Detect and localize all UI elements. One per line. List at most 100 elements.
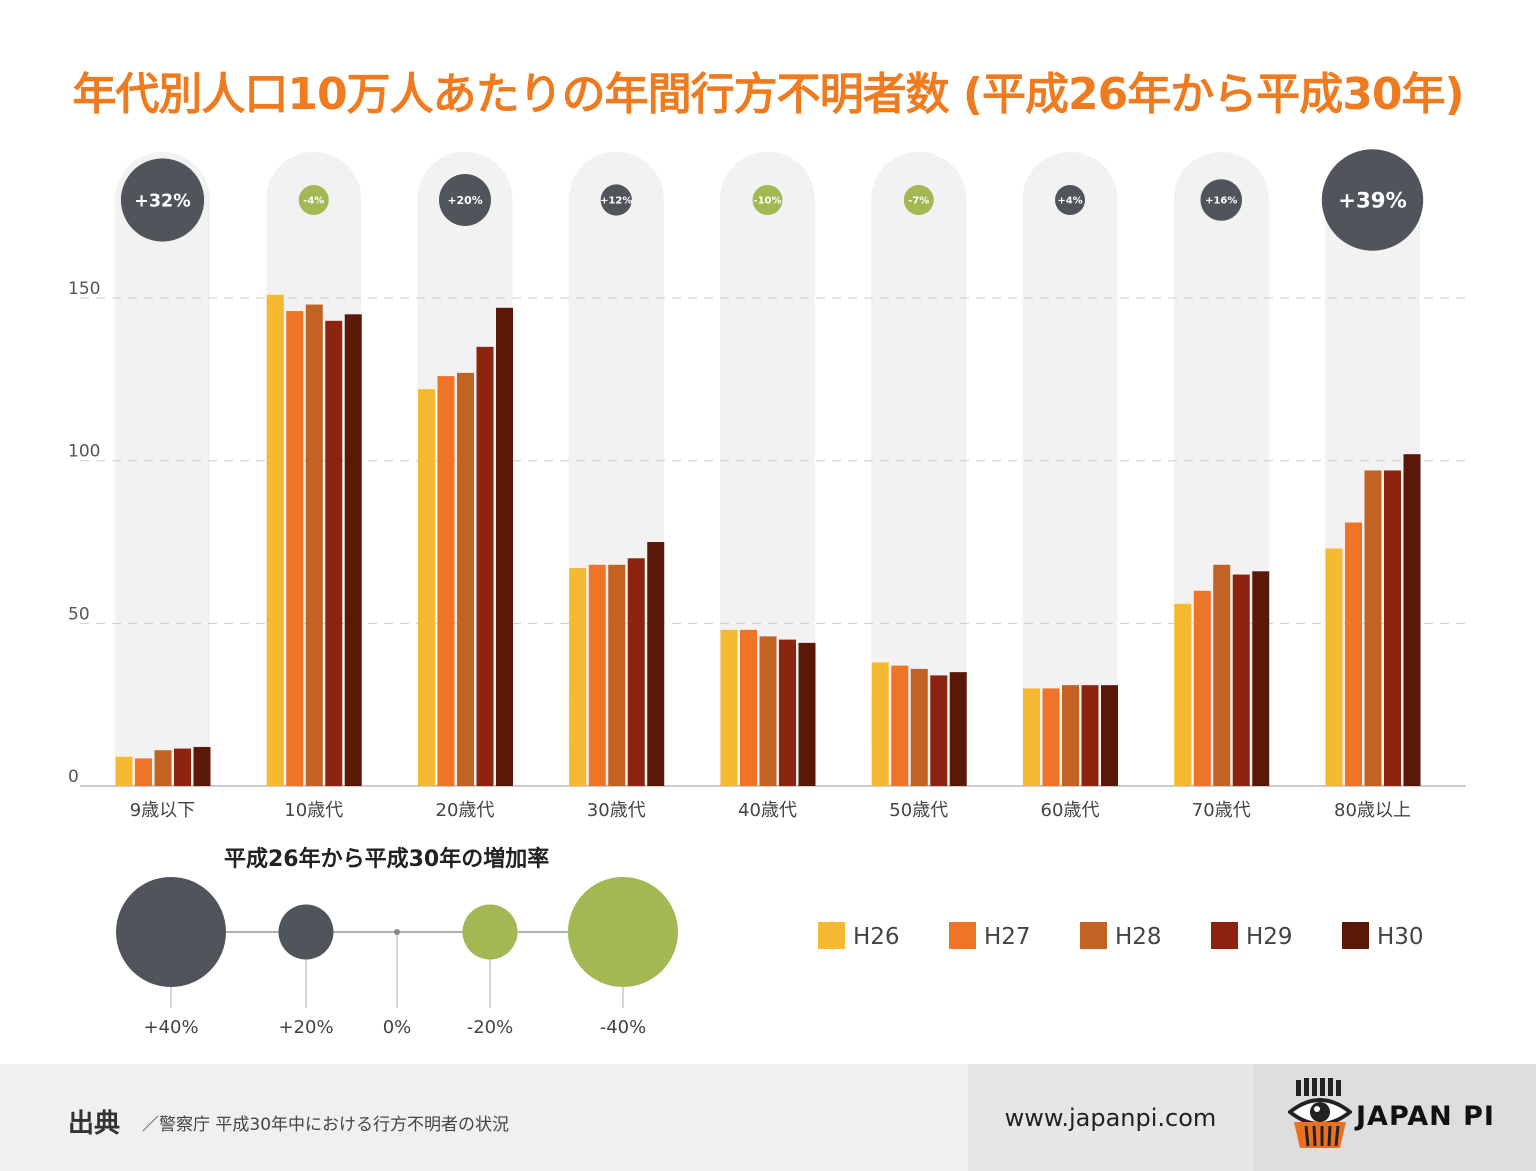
bar-h26 <box>1325 548 1343 786</box>
bar-h27 <box>1193 590 1211 786</box>
bar-h29 <box>779 639 796 786</box>
brand-name: JAPAN PI <box>1356 1101 1495 1132</box>
bar-h30 <box>949 672 967 786</box>
bar-h28 <box>305 304 323 786</box>
footer-source-panel <box>0 1064 968 1171</box>
bar-h26 <box>1023 688 1040 786</box>
column-background <box>871 152 967 786</box>
website-link[interactable]: www.japanpi.com <box>1004 1104 1217 1132</box>
change-bubble <box>1321 149 1424 251</box>
bar-h26 <box>569 568 587 786</box>
change-label: +4% <box>1057 196 1082 207</box>
column-background <box>115 152 210 786</box>
x-tick-label: 80歳以上 <box>1334 800 1411 821</box>
bar-h30 <box>1252 571 1270 786</box>
bar-chart: 0 50 100 150 9歳以下 10歳代 20歳代 30歳代 40歳代 50歳代 60歳代 70歳… <box>68 149 1466 1038</box>
bar-h30 <box>1403 454 1421 786</box>
change-bubble <box>600 184 632 216</box>
change-bubble <box>120 158 205 242</box>
bar-h29 <box>325 320 343 786</box>
legend-label-h29: H29 <box>1246 924 1293 950</box>
size-legend-label: +20% <box>278 1017 333 1038</box>
bar-h30 <box>1101 685 1118 786</box>
legend-label-h28: H28 <box>1115 924 1162 950</box>
y-tick-label: 100 <box>68 442 100 462</box>
bar-h28 <box>759 636 777 786</box>
chart-title: 年代別人口10万人あたりの年間行方不明者数 (平成26年から平成30年) <box>72 69 1464 120</box>
y-tick-label: 50 <box>68 604 90 624</box>
size-legend-bubble <box>462 904 518 960</box>
x-tick-label: 9歳以下 <box>130 800 195 821</box>
bar-h28 <box>910 668 928 786</box>
x-tick-label: 20歳代 <box>436 800 495 821</box>
x-tick-label: 60歳代 <box>1041 800 1100 821</box>
size-legend-label: +40% <box>143 1017 198 1038</box>
legend-swatch-h28 <box>1080 922 1107 949</box>
bar-h30 <box>496 307 513 786</box>
change-label: +20% <box>447 194 482 207</box>
change-bubble <box>439 174 491 226</box>
bar-h28 <box>1062 685 1079 786</box>
bar-h27 <box>588 564 606 786</box>
bar-h29 <box>930 675 948 786</box>
size-legend-bubble <box>568 877 678 987</box>
bar-h26 <box>720 629 738 786</box>
change-bubble <box>752 185 783 215</box>
change-bubble <box>298 185 329 215</box>
bar-h29 <box>476 346 494 786</box>
legend-swatch-h27 <box>949 922 976 949</box>
column-background <box>720 152 815 786</box>
bar-h26 <box>115 756 133 786</box>
bar-h28 <box>457 372 474 786</box>
change-bubble <box>1200 179 1243 221</box>
bar-h27 <box>740 629 757 786</box>
legend-swatch-h30 <box>1342 922 1369 949</box>
x-tick-label: 70歳代 <box>1192 800 1251 821</box>
bar-h26 <box>418 389 435 786</box>
legend-label-h26: H26 <box>853 924 900 950</box>
size-legend-label: -20% <box>467 1017 514 1038</box>
change-label: -10% <box>753 196 781 207</box>
bar-h27 <box>135 758 152 786</box>
size-legend-bubble <box>116 877 226 987</box>
x-tick-label: 50歳代 <box>889 800 948 821</box>
bar-h28 <box>608 564 626 786</box>
y-tick-label: 150 <box>68 279 100 299</box>
change-label: -7% <box>908 196 929 207</box>
bar-h28 <box>1213 564 1231 786</box>
legend-label-h27: H27 <box>984 924 1031 950</box>
bar-h29 <box>627 558 645 786</box>
bar-h29 <box>1232 574 1250 786</box>
bar-h27 <box>437 376 455 786</box>
bar-h30 <box>344 314 362 786</box>
size-legend-bubble <box>394 929 400 935</box>
change-bubble <box>1055 185 1085 215</box>
bar-h27 <box>1345 522 1362 786</box>
change-label: +32% <box>134 191 190 211</box>
column-background <box>1022 152 1118 786</box>
bar-h26 <box>871 662 889 786</box>
size-legend-title: 平成26年から平成30年の増加率 <box>224 846 549 872</box>
size-legend-label: 0% <box>383 1017 412 1038</box>
change-bubble <box>903 185 934 215</box>
change-label: -4% <box>303 196 324 207</box>
eye-logo-icon <box>1288 1078 1352 1148</box>
bar-h28 <box>1364 470 1382 786</box>
footer-website-panel <box>968 1064 1253 1171</box>
legend-label-h30: H30 <box>1377 924 1424 950</box>
bar-h29 <box>174 748 191 786</box>
bar-h26 <box>266 294 284 786</box>
change-label: +39% <box>1338 189 1407 214</box>
x-tick-label: 40歳代 <box>738 800 797 821</box>
bar-h27 <box>891 665 909 786</box>
x-tick-label: 10歳代 <box>284 800 343 821</box>
size-legend-label: -40% <box>600 1017 647 1038</box>
bar-h30 <box>647 542 665 786</box>
bar-h27 <box>1042 688 1060 786</box>
bar-h26 <box>1174 603 1192 786</box>
change-label: +12% <box>600 196 632 207</box>
bar-h27 <box>286 311 304 786</box>
bar-h30 <box>798 642 816 786</box>
legend-swatch-h29 <box>1211 922 1238 949</box>
bar-h29 <box>1081 685 1099 786</box>
